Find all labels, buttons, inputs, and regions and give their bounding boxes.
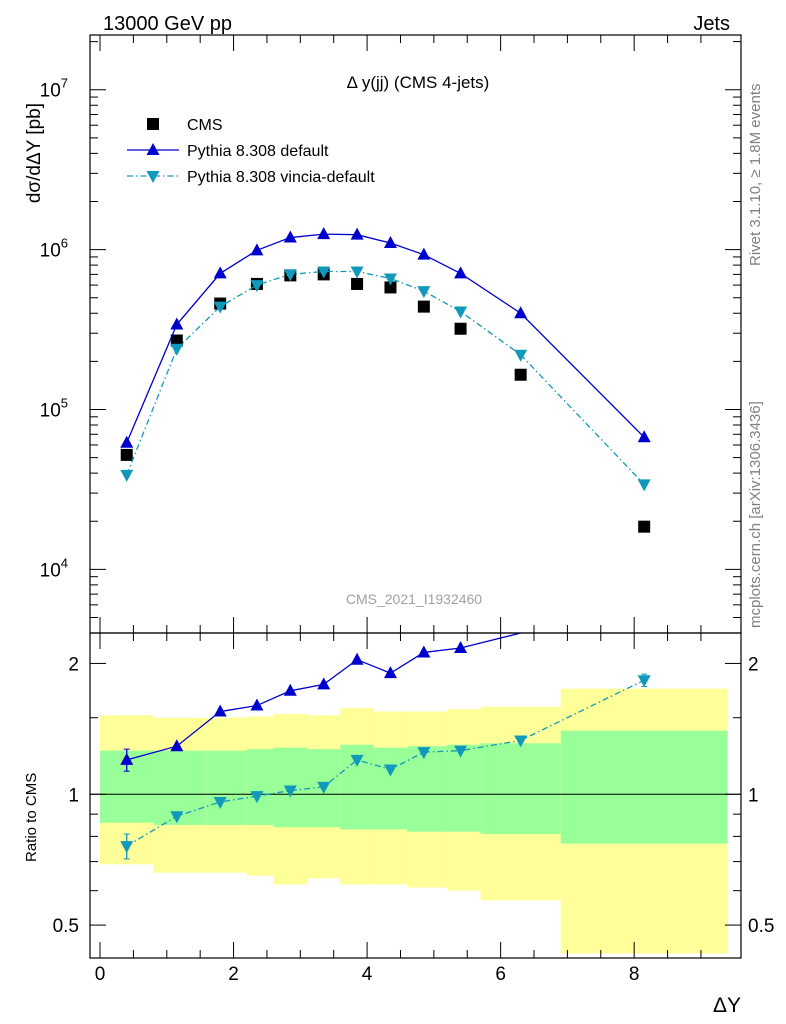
data-point-triangle-down [350,754,364,767]
data-point-triangle-up [454,266,468,279]
data-point-triangle-down [170,811,184,824]
data-point-triangle-down [170,343,184,356]
x-tick-label: 4 [362,964,373,985]
data-point-triangle-up [213,704,227,717]
data-point-triangle-up [317,677,331,690]
uncertainty-band-inner [480,743,561,835]
data-point-triangle-up [250,243,264,256]
data-point-triangle-up [350,227,364,240]
data-point-triangle-down [146,171,160,183]
analysis-watermark: CMS_2021_I1932460 [346,591,482,607]
data-point-triangle-up [283,683,297,696]
ratio-plot-frame [89,632,742,959]
y-tick-label: 104 [40,555,68,581]
data-point-triangle-down [317,266,331,279]
data-point-triangle-down [283,785,297,798]
header-energy-label: 13000 GeV pp [103,13,232,35]
main-plot-panel: Δ y(jj) (CMS 4-jets) CMS_2021_I1932460 d… [24,34,742,634]
data-point-triangle-up [283,230,297,243]
data-point-triangle-down [454,745,468,758]
data-point-triangle-down [250,280,264,293]
x-tick-label: 2 [228,964,239,985]
ratio-y-tick-label: 2 [68,654,79,675]
ratio-y-axis-label: Ratio to CMS [23,773,40,862]
data-point-triangle-up [170,739,184,752]
data-point-triangle-up [637,430,651,443]
data-point-triangle-down [350,266,364,279]
y-tick-label: 106 [40,236,68,262]
legend-label: Pythia 8.308 default [187,143,329,160]
data-point-triangle-down [383,273,397,286]
data-point-triangle-down [514,735,528,748]
data-point-triangle-up [417,247,431,260]
data-point-triangle-down [317,781,331,794]
x-axis-label: ΔY [713,994,741,1017]
y-tick-label: 107 [40,76,68,102]
ratio-y-tick-label-right: 0.5 [748,916,774,937]
rivet-version-label: Rivet 3.1.10, ≥ 1.8M events [747,84,764,267]
header-category-label: Jets [693,13,730,35]
legend-label: CMS [187,117,223,134]
uncertainty-band-inner [560,730,728,844]
data-point-triangle-down [120,469,134,482]
y-axis-label: dσ/dΔY [pb] [24,103,45,203]
legend-label: Pythia 8.308 vincia-default [187,169,375,186]
data-point-triangle-up [250,698,264,711]
ratio-y-tick-label: 0.5 [53,916,79,937]
data-point-triangle-up [317,227,331,240]
uncertainty-band-inner [246,749,274,825]
data-point-square [170,334,183,347]
data-point-square [147,118,159,130]
x-tick-label: 8 [629,964,640,985]
data-point-triangle-up [170,317,184,330]
data-point-triangle-up [514,306,528,319]
data-point-triangle-up [383,666,397,679]
data-point-triangle-up [350,652,364,665]
data-point-triangle-down [637,479,651,492]
data-point-square [351,277,364,290]
series-line [126,270,645,485]
data-point-triangle-down [514,349,528,362]
data-point-triangle-down [120,841,134,854]
x-tick-label: 6 [495,964,506,985]
data-point-triangle-up [417,645,431,658]
ratio-y-tick-label-right: 2 [748,654,759,675]
data-point-square [120,448,133,461]
uncertainty-band-inner [447,744,481,832]
data-point-triangle-up [454,641,468,654]
uncertainty-band-inner [206,750,247,825]
plot-title: Δ y(jj) (CMS 4-jets) [347,73,490,92]
x-tick-label: 0 [95,964,106,985]
data-point-square [417,300,430,313]
data-point-triangle-up [383,236,397,249]
data-point-triangle-down [213,796,227,809]
data-point-square [514,368,527,381]
legend: CMS Pythia 8.308 default Pythia 8.308 vinc… [127,117,375,186]
data-point-triangle-up [213,266,227,279]
data-point-triangle-down [250,791,264,804]
series-line [126,233,645,443]
y-tick-label: 105 [40,396,68,422]
data-point-triangle-down [417,747,431,760]
data-point-square [384,281,397,294]
data-point-triangle-down [454,306,468,319]
data-point-triangle-up [120,435,134,448]
data-point-square [454,322,467,335]
ratio-y-tick-label: 1 [68,785,79,806]
data-point-triangle-down [213,301,227,314]
ratio-y-tick-label-right: 1 [748,785,759,806]
ratio-plot-panel: 0.5 0.5 1 1 2 2 0 2 4 6 8 Ratio to CMS ΔY [23,632,774,1017]
data-point-triangle-down [417,286,431,299]
data-point-square [638,520,651,533]
data-point-triangle-down [283,269,297,282]
data-point-triangle-down [383,764,397,777]
uncertainty-band-inner [373,747,408,830]
data-point-triangle-up [120,752,134,765]
ratio-series-line [126,679,645,847]
uncertainty-band-inner [407,746,448,832]
data-point-triangle-up [146,143,160,155]
mcplots-source-label: mcplots.cern.ch [arXiv:1306.3436] [747,401,764,628]
data-point-triangle-down [637,675,651,688]
